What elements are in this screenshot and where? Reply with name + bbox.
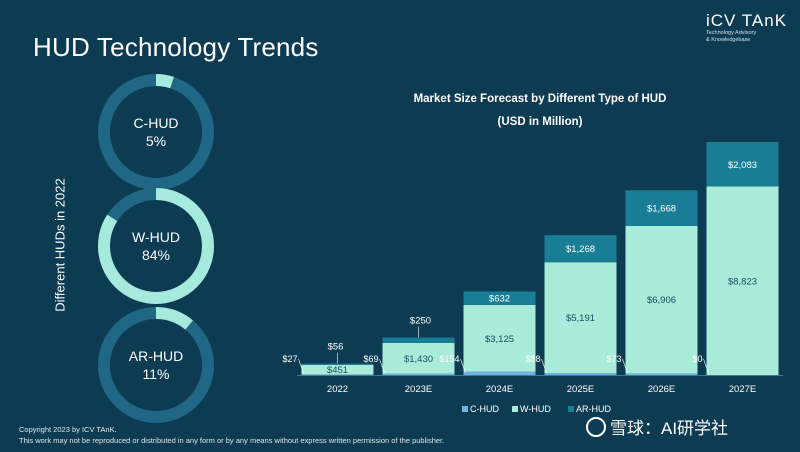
bar-c-hud-2022 [301,374,374,375]
bar-c-hud-2026E [625,373,698,375]
donut-percent: 5% [145,133,167,149]
donut-ar-hud: AR-HUD 11% [96,305,216,425]
x-tick-label: 2027E [729,384,756,395]
donut-label: AR-HUD [128,348,184,364]
legend-swatch-c-hud [462,406,468,412]
brand-tagline-2: & Knowledgebase [706,37,751,43]
snowball-logo-icon [586,416,606,437]
data-label-c-hud: $69 [363,354,378,364]
legend-swatch-w-hud [512,406,518,412]
leader-line-c-hud [298,358,304,374]
x-tick-label: 2026E [648,384,675,395]
bar-w-hud-2023E [382,342,455,374]
donut-percent: 84% [141,247,171,263]
x-tick-label: 2022 [327,384,348,395]
bar-w-hud-2026E [625,225,698,374]
data-label-ar-hud: $632 [489,294,510,305]
data-label-w-hud: $5,191 [566,313,595,324]
data-label-w-hud: $1,430 [404,354,433,365]
leader-line-c-hud [541,358,547,374]
x-tick-label: 2025E [567,384,594,395]
watermark: 雪球：AI研学社 [586,414,728,439]
bar-ar-hud-2022 [301,363,374,365]
donut-percent: 11% [142,366,170,382]
brand-tagline-1: Technology Advisory [706,30,757,36]
legend-label-w-hud: W-HUD [520,404,551,414]
data-label-w-hud: $6,906 [647,295,676,306]
x-tick-label: 2023E [405,384,432,395]
x-tick-label: 2024E [486,384,513,395]
data-label-c-hud: $0 [692,354,702,364]
donut-w-hud-ring [98,188,214,304]
data-label-ar-hud: $56 [328,342,344,353]
legend-label-ar-hud: AR-HUD [576,404,611,414]
data-label-w-hud: $8,823 [728,276,757,287]
leader-line-c-hud [703,358,709,374]
bar-ar-hud-2027E [706,142,779,187]
leader-line-c-hud [460,358,466,374]
bar-w-hud-2025E [544,262,617,374]
brand-logo: iCV TAnK Technology Advisory & Knowledge… [706,12,798,44]
bar-ar-hud-2025E [544,235,617,263]
bar-w-hud-2022 [301,364,374,375]
watermark-text: 雪球：AI研学社 [610,419,729,438]
ring-fill [98,188,214,304]
data-label-c-hud: $154 [439,354,459,364]
brand-name: iCV TAnK [706,11,788,30]
chart-title: Market Size Forecast by Different Type o… [413,93,667,105]
legend-label-c-hud: C-HUD [470,404,499,414]
footer-disclaimer: This work may not be reproduced or distr… [19,436,445,445]
legend-swatch-ar-hud [568,406,574,412]
donut-label: C-HUD [133,115,179,131]
leader-line-c-hud [379,358,385,374]
bar-c-hud-2025E [544,373,617,375]
bar-ar-hud-2026E [625,190,698,226]
donut-ar-hud-ring [98,307,214,423]
data-label-ar-hud: $1,668 [647,204,676,215]
footer-copyright: Copyright 2023 by ICV TAnK. [19,425,117,434]
page-title: HUD Technology Trends [33,32,319,62]
donut-label: W-HUD [132,229,180,245]
bar-c-hud-2024E [463,371,536,375]
data-label-w-hud: $451 [327,365,348,376]
bar-w-hud-2024E [463,304,536,372]
data-label-c-hud: $27 [282,354,297,364]
leader-line-c-hud [622,358,628,374]
donut-c-hud: C-HUD 5% [96,72,216,192]
bar-ar-hud-2023E [382,337,455,343]
data-label-ar-hud: $1,268 [566,244,595,255]
data-label-c-hud: $88 [525,354,540,364]
donut-w-hud: W-HUD 84% [96,186,216,306]
data-label-w-hud: $3,125 [485,334,514,345]
bar-w-hud-2027E [706,186,779,375]
chart-subtitle: (USD in Million) [497,116,583,128]
ring-fill [98,307,214,423]
donut-c-hud-ring [98,74,214,190]
bar-ar-hud-2024E [463,291,536,305]
bar-c-hud-2023E [382,373,455,375]
data-label-ar-hud: $2,083 [728,160,757,171]
data-label-ar-hud: $250 [410,316,431,327]
data-label-c-hud: $73 [606,354,621,364]
ring-fill [98,74,214,190]
